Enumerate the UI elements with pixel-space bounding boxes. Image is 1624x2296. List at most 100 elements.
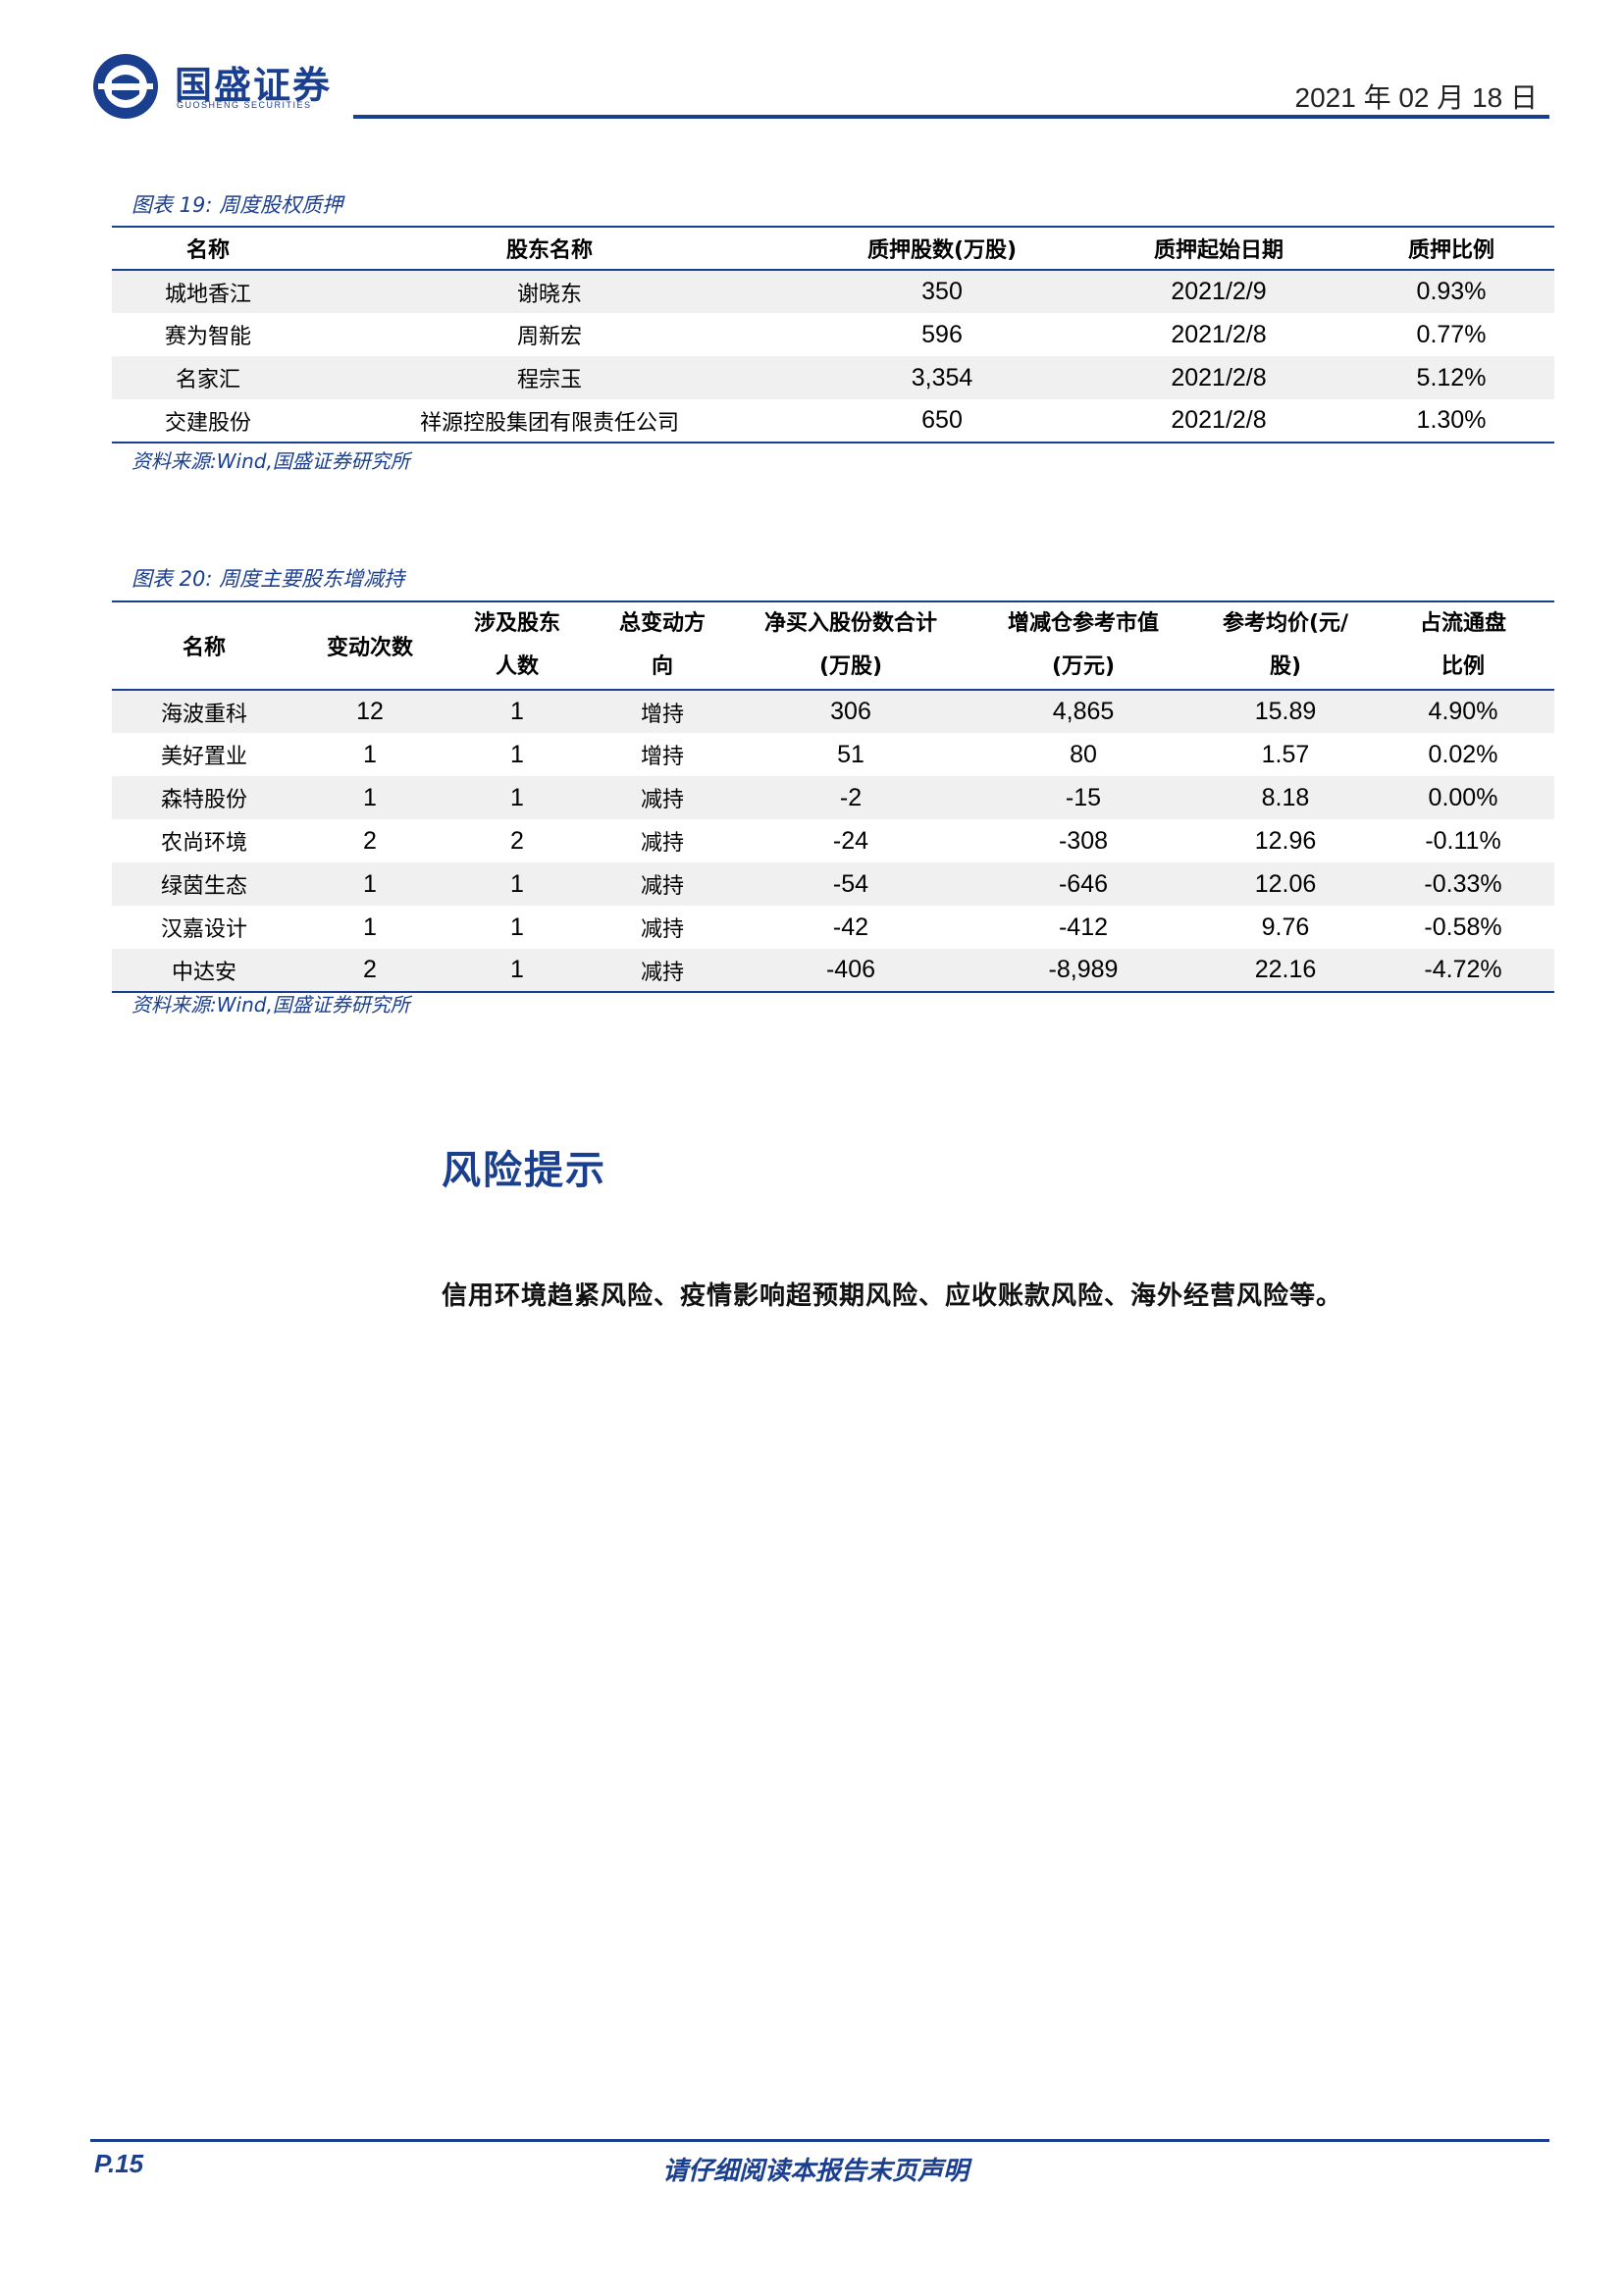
header-line: 变动次数 — [326, 636, 413, 660]
table-cell: 增持 — [640, 745, 684, 769]
table-row: 名家汇 程宗玉 3,354 2021/2/8 5.12% — [112, 356, 1554, 399]
table19-header: 名称 — [112, 227, 304, 271]
table20-header: 变动次数 — [296, 601, 444, 691]
table-cell: 汉嘉设计 — [160, 917, 247, 942]
header-line: 名称 — [182, 636, 226, 660]
table-cell: 1 — [444, 776, 591, 819]
table-cell: 650 — [921, 406, 963, 434]
table-cell: 1 — [363, 913, 377, 941]
header-line: 股) — [1269, 654, 1302, 679]
page-number: P.15 — [94, 2149, 144, 2178]
table-cell: -2 — [734, 776, 968, 819]
table19-header: 质押起始日期 — [1089, 227, 1348, 271]
table-row: 中达安 2 1 减持 -406 -8,989 22.16 -4.72% — [112, 949, 1554, 992]
table-cell: -308 — [1058, 826, 1109, 855]
table-cell: 2021/2/8 — [1171, 406, 1267, 434]
table-cell: -54 — [734, 862, 968, 906]
table-cell: 1 — [444, 862, 591, 906]
table-cell: 赛为智能 — [164, 325, 251, 349]
table-cell: 1 — [510, 740, 524, 768]
table19-header: 质押股数(万股) — [795, 227, 1089, 271]
header-line: (万元) — [1051, 654, 1116, 679]
table-row: 森特股份 1 1 减持 -2 -15 8.18 0.00% — [112, 776, 1554, 819]
table20-header: 名称 — [112, 601, 296, 691]
header-line: 人数 — [495, 654, 539, 679]
table19-caption: 图表 19: 周度股权质押 — [131, 193, 343, 217]
header-line: 增减仓参考市值 — [1007, 611, 1159, 636]
table-cell: 1 — [510, 913, 524, 941]
table-cell: 1 — [296, 862, 444, 906]
table-cell: 2 — [363, 826, 377, 855]
footer-divider — [90, 2139, 1549, 2142]
header-line: 比例 — [1441, 654, 1485, 679]
table-cell: 减持 — [591, 776, 734, 819]
table-row: 交建股份 祥源控股集团有限责任公司 650 2021/2/8 1.30% — [112, 399, 1554, 443]
table-cell: 51 — [837, 740, 864, 768]
table-cell: 15.89 — [1199, 690, 1372, 733]
table-cell: -42 — [832, 913, 869, 941]
table-cell: 0.93% — [1348, 270, 1554, 313]
table-cell: 1.57 — [1261, 740, 1310, 768]
table19: 名称 股东名称 质押股数(万股) 质押起始日期 质押比例 城地香江 谢晓东 35… — [112, 226, 1554, 444]
risk-paragraph: 信用环境趋紧风险、疫情影响超预期风险、应收账款风险、海外经营风险等。 — [442, 1281, 1343, 1311]
table-cell: 海波重科 — [112, 690, 296, 733]
header-line: 参考均价(元/ — [1222, 611, 1349, 636]
table-cell: 中达安 — [112, 949, 296, 992]
table-cell: 5.12% — [1348, 356, 1554, 399]
header-line: 净买入股份数合计 — [763, 611, 937, 636]
table-cell: 森特股份 — [112, 776, 296, 819]
table20-header: 占流通盘 比例 — [1372, 601, 1554, 691]
table20-source: 资料来源:Wind,国盛证券研究所 — [131, 993, 410, 1017]
table-cell: 减持 — [640, 831, 684, 856]
table20-header: 净买入股份数合计 (万股) — [734, 601, 968, 691]
table20-header: 参考均价(元/股) — [1199, 601, 1372, 691]
logo-icon — [93, 54, 158, 119]
table-cell: 306 — [734, 690, 968, 733]
table-cell: 减持 — [591, 949, 734, 992]
report-date: 2021 年 02 月 18 日 — [1294, 82, 1538, 113]
table-cell: 谢晓东 — [304, 270, 795, 313]
header-line: 总变动方 — [618, 611, 706, 636]
table-row: 汉嘉设计 1 1 减持 -42 -412 9.76 -0.58% — [112, 906, 1554, 949]
table-cell: 农尚环境 — [160, 831, 247, 856]
table-cell: 城地香江 — [112, 270, 304, 313]
header-line: 占流通盘 — [1419, 611, 1506, 636]
table-cell: -8,989 — [968, 949, 1199, 992]
table-cell: 0.02% — [1428, 740, 1498, 768]
header-line: (万股) — [818, 654, 883, 679]
table20: 名称 变动次数 涉及股东人数 总变动方向 净买入股份数合计 (万股) 增减仓参考市… — [112, 600, 1554, 993]
table-cell: 12 — [296, 690, 444, 733]
table20-header: 增减仓参考市值 (万元) — [968, 601, 1199, 691]
table-cell: -24 — [832, 826, 869, 855]
table20-header: 涉及股东 人数 — [444, 601, 591, 691]
table-cell: 2 — [510, 826, 524, 855]
header-divider — [353, 115, 1549, 119]
table-cell: 0.77% — [1416, 320, 1487, 348]
table-cell: -412 — [1058, 913, 1109, 941]
table-cell: 交建股份 — [164, 410, 251, 436]
table-cell: -646 — [968, 862, 1199, 906]
table-cell: 美好置业 — [160, 745, 247, 769]
table-cell: 名家汇 — [112, 356, 304, 399]
table-cell: 周新宏 — [516, 325, 582, 349]
table-cell: 祥源控股集团有限责任公司 — [419, 410, 679, 436]
table-cell: 12.06 — [1199, 862, 1372, 906]
table-row: 城地香江 谢晓东 350 2021/2/9 0.93% — [112, 270, 1554, 313]
table-cell: 绿茵生态 — [112, 862, 296, 906]
table19-header: 股东名称 — [304, 227, 795, 271]
table-row: 绿茵生态 1 1 减持 -54 -646 12.06 -0.33% — [112, 862, 1554, 906]
table-cell: 4.90% — [1372, 690, 1554, 733]
table-row: 农尚环境 2 2 减持 -24 -308 12.96 -0.11% — [112, 819, 1554, 862]
table19-source: 资料来源:Wind,国盛证券研究所 — [131, 449, 410, 473]
table-cell: 0.00% — [1372, 776, 1554, 819]
header-line: 涉及股东 — [473, 611, 560, 636]
table-cell: 22.16 — [1199, 949, 1372, 992]
brand-name-cn: 国盛证券 — [175, 64, 333, 107]
table-cell: -406 — [734, 949, 968, 992]
table-cell: 1.30% — [1416, 406, 1487, 434]
table-cell: 1 — [363, 740, 377, 768]
table19-header-row: 名称 股东名称 质押股数(万股) 质押起始日期 质押比例 — [112, 227, 1554, 271]
table-cell: -0.33% — [1372, 862, 1554, 906]
table-cell: 1 — [444, 949, 591, 992]
header-line: 向 — [651, 654, 673, 679]
